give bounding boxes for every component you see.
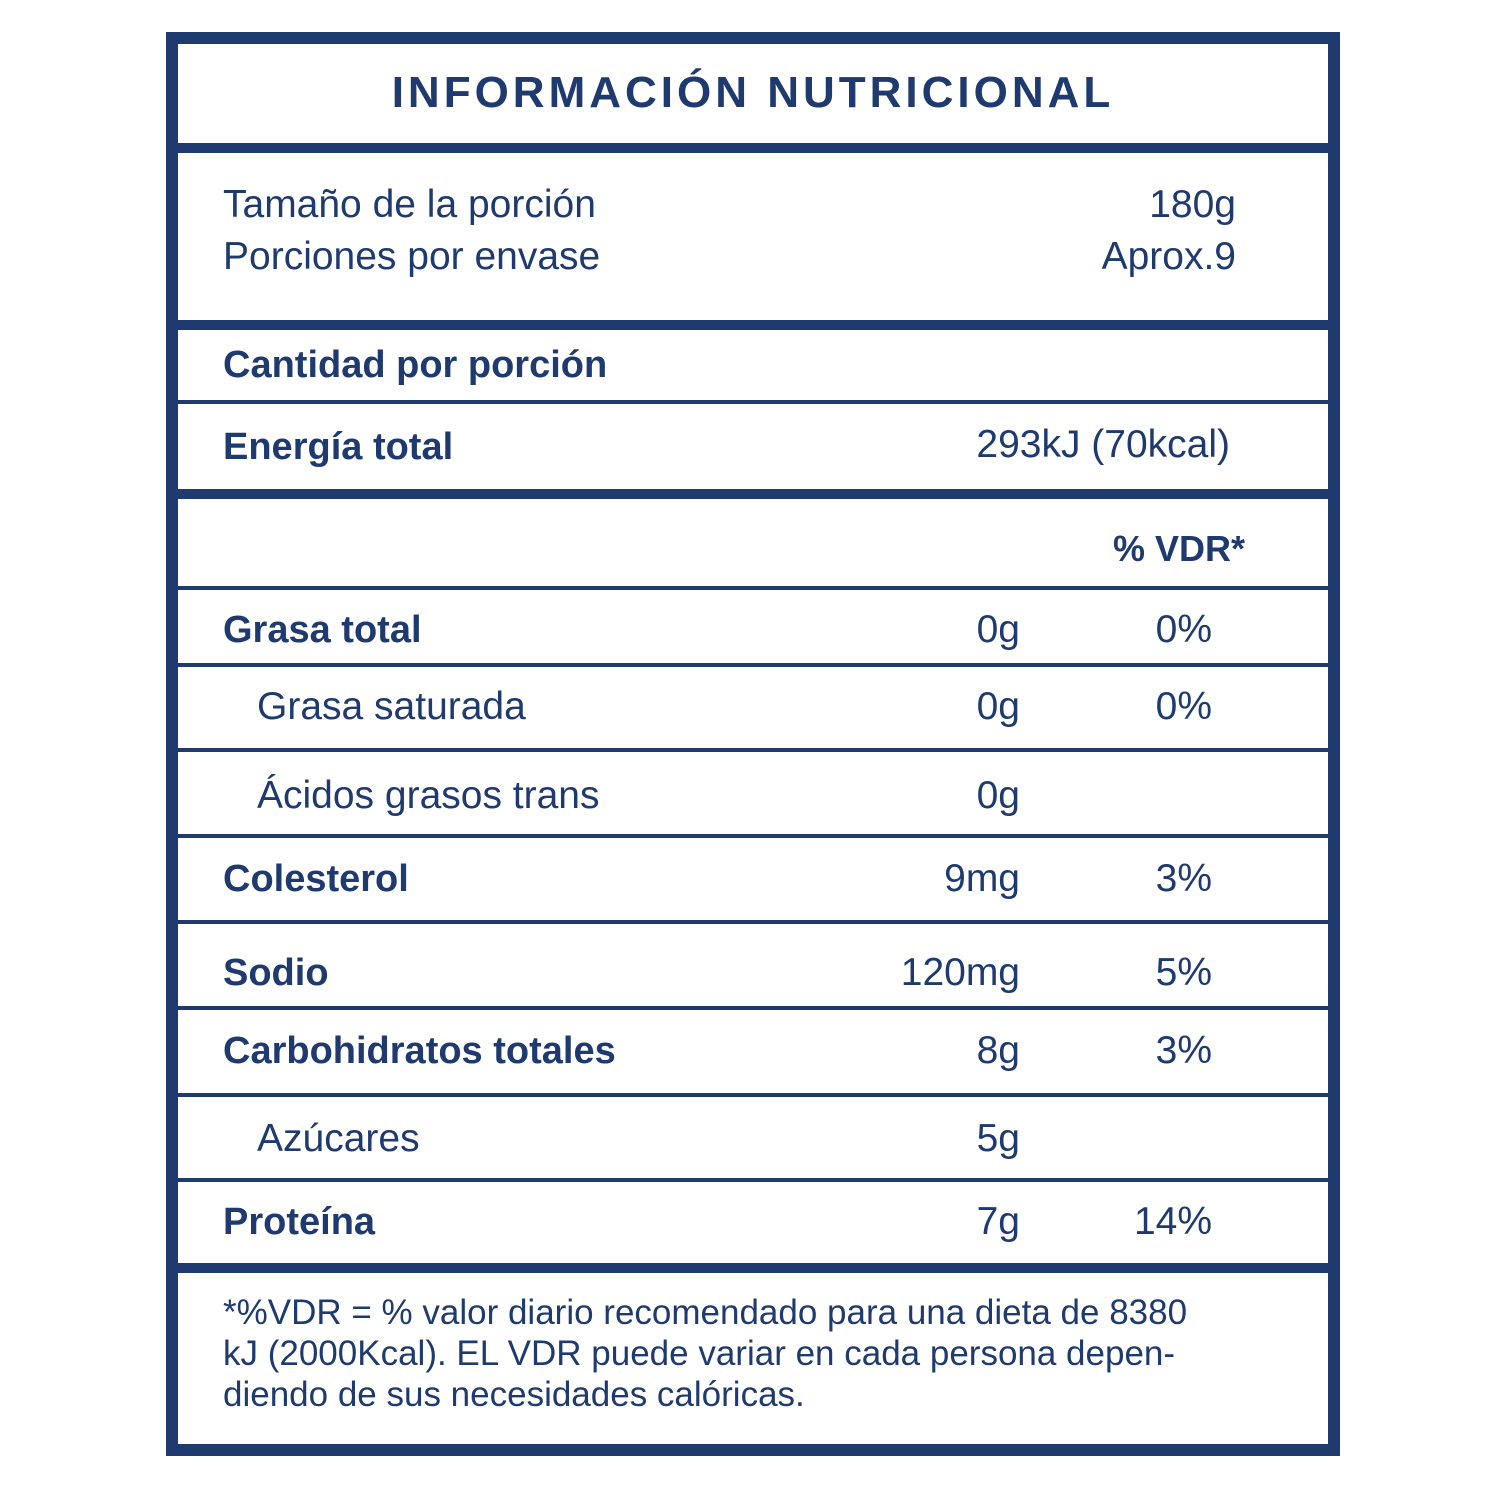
rule [172,586,1334,590]
footnote-line: diendo de sus necesidades calóricas. [223,1375,805,1414]
nutrient-name: Ácidos grasos trans [257,774,600,817]
nutrient-dv: 5% [1155,951,1212,994]
nutrient-amount: 0g [976,608,1020,651]
serving-label: Tamaño de la porción [223,183,596,226]
nutrient-name: Carbohidratos totales [223,1030,616,1072]
energy-value: 293kJ (70kcal) [976,423,1230,466]
rule [172,1006,1334,1010]
rule [172,920,1334,924]
rule [172,834,1334,838]
nutrient-dv: 3% [1155,857,1212,900]
footnote-line: *%VDR = % valor diario recomendado para … [223,1293,1188,1332]
section-heading: Cantidad por porción [223,344,608,386]
rule [172,1093,1334,1097]
nutrient-name: Proteína [223,1201,376,1243]
nutrient-name: Grasa saturada [257,685,526,728]
rule [172,1178,1334,1182]
nutrient-amount: 9mg [944,857,1020,900]
rule [172,143,1334,153]
nutrient-amount: 0g [976,774,1020,817]
title: INFORMACIÓN NUTRICIONAL [391,68,1115,117]
nutrient-amount: 8g [976,1029,1020,1072]
footnote-line: kJ (2000Kcal). EL VDR puede variar en ca… [223,1334,1176,1373]
serving-value: 180g [1149,183,1236,226]
nutrient-dv: 0% [1155,608,1212,651]
rule [172,748,1334,752]
nutrient-dv: 14% [1133,1200,1212,1243]
nutrient-dv: 3% [1155,1029,1212,1072]
dv-header: % VDR* [1112,528,1245,569]
nutrient-name: Colesterol [223,858,409,900]
nutrient-name: Azúcares [257,1117,420,1160]
rule [172,1263,1334,1273]
nutrient-amount: 0g [976,685,1020,728]
energy-label: Energía total [223,426,454,468]
nutrient-amount: 7g [976,1200,1020,1243]
nutrient-amount: 5g [976,1117,1020,1160]
rule [172,489,1334,499]
rule [172,400,1334,404]
nutrient-name: Sodio [223,952,329,994]
nutrient-amount: 120mg [900,951,1020,994]
rule [172,663,1334,667]
serving-value: Aprox.9 [1101,235,1236,278]
nutrient-dv: 0% [1155,685,1212,728]
serving-label: Porciones por envase [223,235,601,278]
rule [172,320,1334,330]
frame [166,32,1340,1456]
nutrient-name: Grasa total [223,609,422,651]
